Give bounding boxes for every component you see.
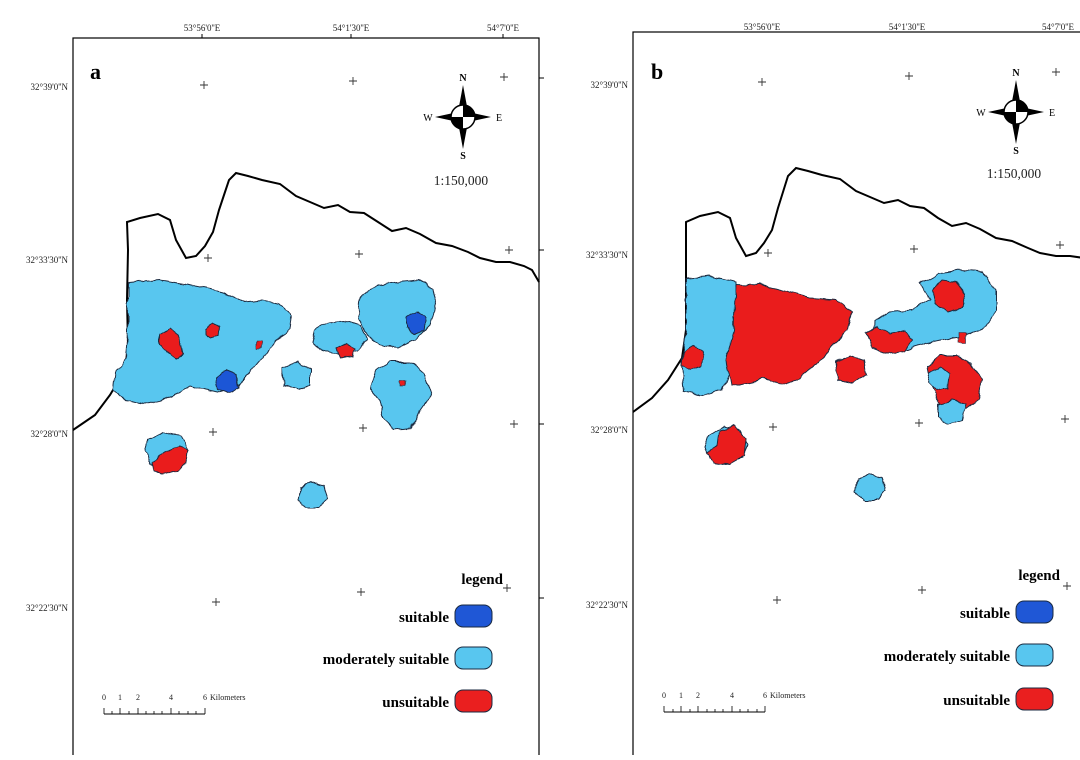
graticule-crosses xyxy=(758,68,1071,604)
lat-label: 32°33'30''N xyxy=(586,250,628,260)
zone-suitable xyxy=(405,311,427,335)
compass-w: W xyxy=(976,108,986,119)
lon-label: 54°7'0''E xyxy=(1042,22,1074,32)
panel-b: 53°56'0''E 54°1'30''E 54°7'0''E 32°39'0'… xyxy=(586,22,1080,760)
zone-unsuitable xyxy=(335,342,356,359)
scalebar-tick: 4 xyxy=(730,691,734,700)
graticule-crosses xyxy=(200,73,518,606)
study-area-boundary xyxy=(72,171,540,431)
north-arrow-a: N S W E xyxy=(423,73,502,162)
legend-swatch-moderately-suitable xyxy=(454,646,493,670)
scalebar-tick: 6 xyxy=(763,691,767,700)
zone-unsuitable xyxy=(835,354,867,385)
scalebar-tick: 6 xyxy=(203,693,207,702)
scalebar-b: 0 1 2 4 6 Kilometers xyxy=(662,691,806,713)
scalebar-tick: 0 xyxy=(102,693,106,702)
lat-label: 32°22'30''N xyxy=(586,600,628,610)
legend-title: legend xyxy=(1018,568,1060,584)
scalebar-tick: 0 xyxy=(662,691,666,700)
legend-label-moderately-suitable: moderately suitable xyxy=(884,649,1011,665)
map-frame-b xyxy=(632,31,1080,760)
scalebar-tick: 1 xyxy=(118,693,122,702)
zone-moderately-suitable xyxy=(927,365,951,391)
lat-label: 32°28'0''N xyxy=(31,429,69,439)
compass-n: N xyxy=(459,73,467,84)
legend-title: legend xyxy=(461,572,503,588)
frame-ticks xyxy=(201,34,544,599)
zone-moderately-suitable xyxy=(297,481,329,509)
map-scale: 1:150,000 xyxy=(987,166,1042,181)
lon-label: 54°1'30''E xyxy=(333,23,370,33)
zone-unsuitable xyxy=(705,425,747,465)
zone-unsuitable xyxy=(159,327,185,359)
panel-a: 53°56'0''E 54°1'30''E 54°7'0''E 32°39'0'… xyxy=(26,23,544,760)
legend-label-suitable: suitable xyxy=(960,606,1010,622)
zone-moderately-suitable xyxy=(311,319,367,355)
scalebar-unit: Kilometers xyxy=(770,691,806,700)
scalebar-tick: 4 xyxy=(169,693,173,702)
compass-s: S xyxy=(1013,146,1019,157)
legend-label-unsuitable: unsuitable xyxy=(943,693,1010,709)
lat-label: 32°28'0''N xyxy=(591,425,629,435)
zone-unsuitable xyxy=(151,445,189,475)
legend-swatch-suitable xyxy=(454,604,493,628)
north-arrow-b: N S W E xyxy=(976,68,1055,157)
lon-label: 54°1'30''E xyxy=(889,22,926,32)
zone-unsuitable xyxy=(865,325,913,355)
compass-n: N xyxy=(1012,68,1020,79)
legend-swatch-unsuitable xyxy=(454,689,493,713)
zone-unsuitable xyxy=(203,322,220,339)
zones-b xyxy=(681,269,997,501)
map-scale: 1:150,000 xyxy=(434,173,489,188)
compass-s: S xyxy=(460,151,466,162)
lon-label: 54°7'0''E xyxy=(487,23,519,33)
scalebar-tick: 2 xyxy=(696,691,700,700)
zone-unsuitable xyxy=(725,283,853,387)
zone-moderately-suitable xyxy=(369,361,433,431)
compass-w: W xyxy=(423,113,433,124)
lon-label: 53°56'0''E xyxy=(744,22,781,32)
zone-moderately-suitable xyxy=(855,473,887,501)
legend-label-unsuitable: unsuitable xyxy=(382,695,449,711)
zone-unsuitable xyxy=(399,379,407,387)
legend-label-suitable: suitable xyxy=(399,610,449,626)
zone-suitable xyxy=(215,369,239,395)
legend-swatch-unsuitable xyxy=(1015,687,1054,711)
zone-moderately-suitable xyxy=(112,279,293,405)
lat-label: 32°22'30''N xyxy=(26,603,68,613)
scalebar-a: 0 1 2 4 6 Kilometers xyxy=(102,693,246,715)
zone-unsuitable xyxy=(255,341,263,349)
compass-e: E xyxy=(1049,108,1055,119)
lon-label: 53°56'0''E xyxy=(184,23,221,33)
study-area-boundary xyxy=(632,166,1080,413)
scalebar-unit: Kilometers xyxy=(210,693,246,702)
compass-e: E xyxy=(496,113,502,124)
scalebar-tick: 2 xyxy=(136,693,140,702)
legend-b: legend suitable moderately suitable unsu… xyxy=(884,568,1061,711)
legend-swatch-moderately-suitable xyxy=(1015,643,1054,667)
legend-label-moderately-suitable: moderately suitable xyxy=(323,652,450,668)
legend-swatch-suitable xyxy=(1015,600,1054,624)
legend-a: legend suitable moderately suitable unsu… xyxy=(323,572,504,713)
scalebar-tick: 1 xyxy=(679,691,683,700)
lat-label: 32°39'0''N xyxy=(591,80,629,90)
zone-unsuitable xyxy=(931,279,967,313)
panel-letter-a: a xyxy=(90,59,101,84)
lat-label: 32°39'0''N xyxy=(31,82,69,92)
zone-moderately-suitable xyxy=(282,361,311,391)
zone-unsuitable xyxy=(957,333,967,343)
lat-label: 32°33'30''N xyxy=(26,255,68,265)
zone-moderately-suitable xyxy=(937,399,967,425)
panel-letter-b: b xyxy=(651,59,663,84)
zone-unsuitable xyxy=(681,345,705,371)
zones-a xyxy=(112,279,437,509)
